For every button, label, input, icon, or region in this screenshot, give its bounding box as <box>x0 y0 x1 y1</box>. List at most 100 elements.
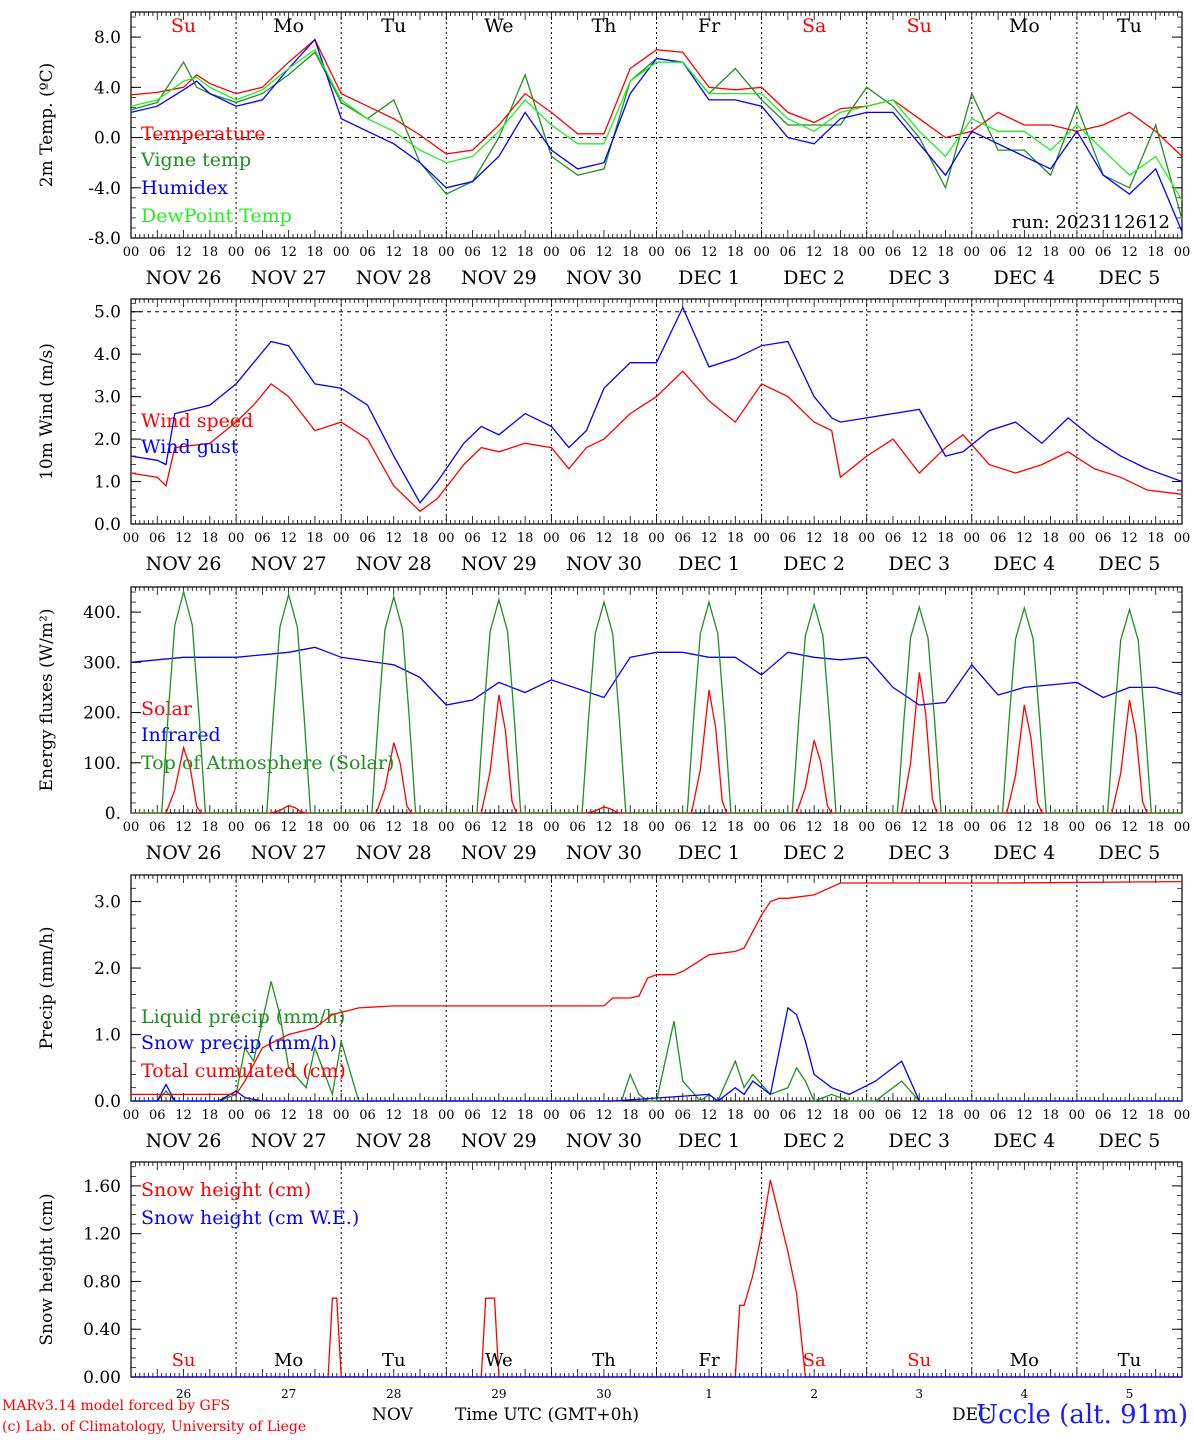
hour-label: 18 <box>622 245 639 260</box>
hour-label: 18 <box>307 245 324 260</box>
weekday-label-top: Th <box>591 15 616 37</box>
hour-label: 00 <box>543 820 560 835</box>
day-label: DEC 2 <box>783 842 845 864</box>
hour-label: 18 <box>832 531 849 546</box>
hour-label: 06 <box>675 531 692 546</box>
y-tick-label: 1.0 <box>94 1026 121 1046</box>
legend-entry: Wind speed <box>141 410 253 432</box>
weekday-label-bottom: Th <box>592 1350 616 1371</box>
hour-label: 06 <box>780 531 797 546</box>
day-label: DEC 1 <box>678 267 740 289</box>
hour-label: 18 <box>937 245 954 260</box>
hour-label: 18 <box>832 1108 849 1123</box>
day-label: NOV 26 <box>146 553 222 575</box>
weekday-label-bottom: Su <box>907 1350 931 1371</box>
day-label: NOV 28 <box>356 842 432 864</box>
hour-label: 12 <box>1121 245 1138 260</box>
hour-label: 06 <box>569 1108 586 1123</box>
y-tick-label: 0.0 <box>94 129 121 149</box>
hour-label: 12 <box>1121 1108 1138 1123</box>
station-name: Uccle (alt. 91m) <box>976 1400 1188 1430</box>
hour-label: 12 <box>911 531 928 546</box>
hour-label: 00 <box>753 820 770 835</box>
y-axis-title: Snow height (cm) <box>37 1193 57 1345</box>
hour-label: 06 <box>990 1108 1007 1123</box>
hour-label: 18 <box>1147 245 1164 260</box>
y-tick-label: 4.0 <box>94 78 121 98</box>
weekday-label-bottom: Mo <box>274 1350 303 1371</box>
day-label: NOV 30 <box>566 553 642 575</box>
y-tick-label: 0.00 <box>83 1368 121 1388</box>
hour-label: 12 <box>175 820 192 835</box>
day-label: DEC 3 <box>888 553 950 575</box>
hour-label: 12 <box>385 245 402 260</box>
chart-panel-1: -8.0 -4.0 0.0 4.0 8.0 2m Temp. (ºC) Temperatur… <box>37 11 1191 289</box>
hour-label: 00 <box>964 820 981 835</box>
hour-label: 06 <box>464 1108 481 1123</box>
hour-label: 12 <box>596 531 613 546</box>
hour-label: 06 <box>254 820 271 835</box>
hour-label: 00 <box>858 245 875 260</box>
hour-label: 06 <box>569 531 586 546</box>
hour-label: 12 <box>280 820 297 835</box>
hour-label: 00 <box>1174 245 1191 260</box>
hour-label: 00 <box>858 531 875 546</box>
bottom-day-number: 27 <box>281 1387 296 1401</box>
hour-label: 00 <box>333 820 350 835</box>
y-tick-label: 200. <box>83 704 121 724</box>
weekday-label-bottom: Tu <box>382 1350 406 1371</box>
y-tick-label: 1.0 <box>94 473 121 493</box>
hour-label: 00 <box>858 820 875 835</box>
hour-label: 12 <box>491 531 508 546</box>
hour-label: 18 <box>412 820 429 835</box>
hour-label: 12 <box>1121 531 1138 546</box>
weekday-label-top: Su <box>907 15 932 37</box>
series-line-1-4 <box>130 48 1183 201</box>
day-label: NOV 30 <box>566 1130 642 1152</box>
weekday-label-top: Sa <box>802 15 826 37</box>
weekday-label-bottom: Fr <box>699 1350 720 1371</box>
hour-label: 18 <box>622 531 639 546</box>
hour-label: 06 <box>990 531 1007 546</box>
hour-label: 00 <box>964 531 981 546</box>
hour-label: 06 <box>359 1108 376 1123</box>
hour-label: 06 <box>675 1108 692 1123</box>
day-label: NOV 26 <box>146 842 222 864</box>
hour-label: 12 <box>701 820 718 835</box>
weekday-label-bottom: Tu <box>1118 1350 1142 1371</box>
hour-label: 06 <box>990 245 1007 260</box>
day-label: DEC 2 <box>783 553 845 575</box>
hour-label: 18 <box>1042 820 1059 835</box>
hour-label: 00 <box>228 245 245 260</box>
hour-label: 06 <box>569 245 586 260</box>
hour-label: 06 <box>254 245 271 260</box>
weekday-label-top: Tu <box>381 15 406 37</box>
hour-label: 00 <box>333 1108 350 1123</box>
day-label: DEC 1 <box>678 1130 740 1152</box>
series-line-4-1 <box>131 981 1182 1103</box>
hour-label: 06 <box>359 245 376 260</box>
hour-label: 12 <box>911 1108 928 1123</box>
hour-label: 00 <box>1174 1108 1191 1123</box>
y-axis-title: 10m Wind (m/s) <box>37 343 57 480</box>
y-tick-label: 2.0 <box>94 430 121 450</box>
y-tick-label: 100. <box>83 754 121 774</box>
bottom-day-number: 1 <box>705 1387 713 1401</box>
day-label: NOV 29 <box>461 842 537 864</box>
chart-panel-5: 0.00 0.40 0.80 1.20 1.60 Snow height (cm) Snow… <box>37 1161 1183 1388</box>
hour-label: 06 <box>464 820 481 835</box>
hour-label: 12 <box>806 531 823 546</box>
hour-label: 06 <box>464 245 481 260</box>
hour-label: 12 <box>1121 820 1138 835</box>
y-tick-label: 0.0 <box>94 515 121 535</box>
day-label: DEC 3 <box>888 842 950 864</box>
hour-label: 00 <box>438 1108 455 1123</box>
y-axis-title: Energy fluxes (W/m²) <box>37 609 57 792</box>
hour-label: 12 <box>1016 820 1033 835</box>
hour-label: 18 <box>517 1108 534 1123</box>
hour-label: 06 <box>780 1108 797 1123</box>
y-tick-label: -4.0 <box>88 179 121 199</box>
y-tick-label: 3.0 <box>94 893 121 913</box>
hour-label: 00 <box>438 820 455 835</box>
hour-label: 18 <box>202 245 219 260</box>
